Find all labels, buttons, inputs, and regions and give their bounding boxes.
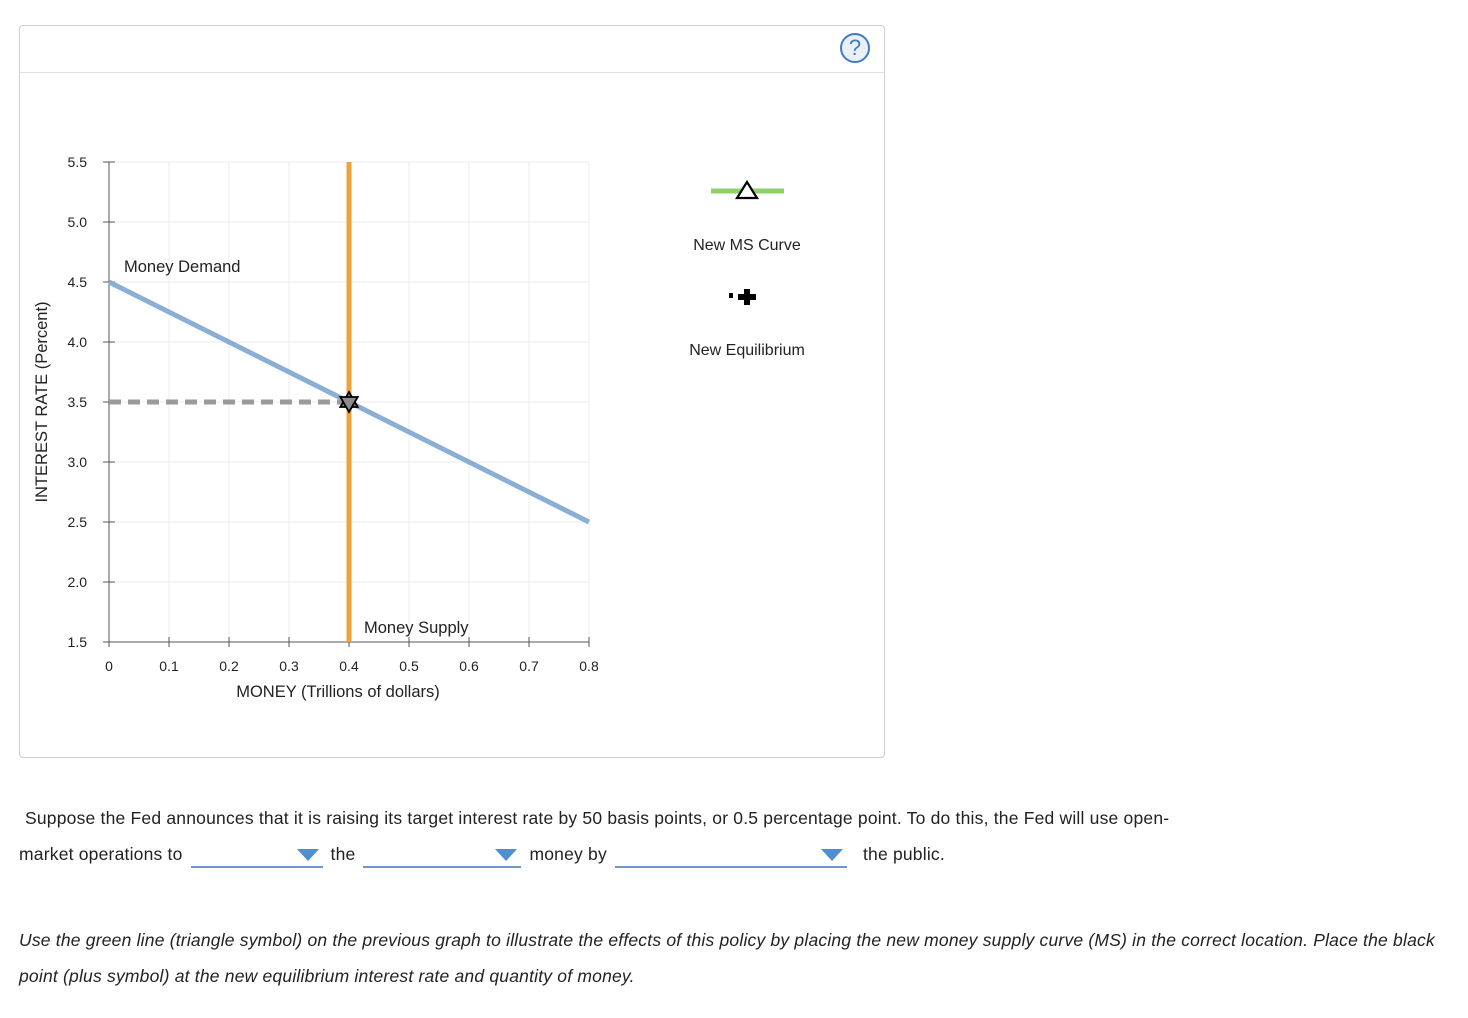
legend-new-ms-label: New MS Curve	[693, 237, 801, 254]
y-tick-label: 4.0	[68, 334, 88, 350]
y-tick-label: 1.5	[68, 634, 88, 650]
panel-toolbar: ?	[20, 26, 884, 73]
operation-dropdown[interactable]	[190, 842, 323, 869]
x-tick-label: 0.4	[339, 658, 359, 674]
dot-icon	[729, 293, 733, 298]
x-tick-label: 0.6	[459, 658, 479, 674]
y-tick-label: 4.5	[68, 274, 88, 290]
chevron-down-icon	[820, 849, 843, 862]
direction-dropdown[interactable]	[614, 842, 847, 869]
x-tick-label: 0.1	[159, 658, 179, 674]
y-tick-label: 5.5	[68, 154, 88, 170]
x-tick-label: 0.2	[219, 658, 239, 674]
x-axis-title: MONEY (Trillions of dollars)	[236, 683, 440, 701]
question-text: Suppose the Fed announces that it is rai…	[19, 800, 1439, 872]
graph-panel: ?	[19, 25, 885, 758]
question-line-1: Suppose the Fed announces that it is rai…	[25, 808, 1170, 828]
money-supply-label: Money Supply	[364, 619, 469, 637]
x-tick-label: 0	[105, 658, 113, 674]
y-axis-title: INTEREST RATE (Percent)	[33, 301, 51, 502]
equilibrium-star-icon	[338, 396, 360, 414]
y-tick-label: 3.5	[68, 394, 88, 410]
triangle-icon[interactable]	[735, 179, 759, 200]
question-line-2: market operations to the money by the pu…	[19, 836, 1439, 872]
y-tick-label: 2.0	[68, 574, 88, 590]
money-market-chart[interactable]: 0 0.1 0.2 0.3 0.4 0.5 0.6 0.7 0.8 1.5 2.0 2.5 3.0 3.5…	[0, 0, 900, 720]
y-tick-label: 2.5	[68, 514, 88, 530]
chevron-down-icon	[296, 849, 319, 862]
instructions-text: Use the green line (triangle symbol) on …	[19, 930, 1435, 986]
x-tick-label: 0.3	[279, 658, 299, 674]
asset-dropdown[interactable]	[363, 842, 522, 869]
x-tick-label: 0.5	[399, 658, 419, 674]
legend-new-equilibrium-label: New Equilibrium	[689, 342, 805, 359]
money-demand-label: Money Demand	[124, 258, 240, 276]
chevron-down-icon	[495, 849, 518, 862]
question-text-part4: money by	[529, 844, 607, 864]
question-text-part3: the	[330, 844, 356, 864]
x-tick-label: 0.8	[579, 658, 599, 674]
plus-icon[interactable]	[738, 289, 756, 305]
help-button[interactable]: ?	[840, 33, 870, 63]
x-tick-label: 0.7	[519, 658, 539, 674]
question-text-part5: the public.	[862, 844, 945, 864]
y-tick-label: 5.0	[68, 214, 88, 230]
question-text-part2: market operations to	[19, 844, 183, 864]
y-tick-label: 3.0	[68, 454, 88, 470]
